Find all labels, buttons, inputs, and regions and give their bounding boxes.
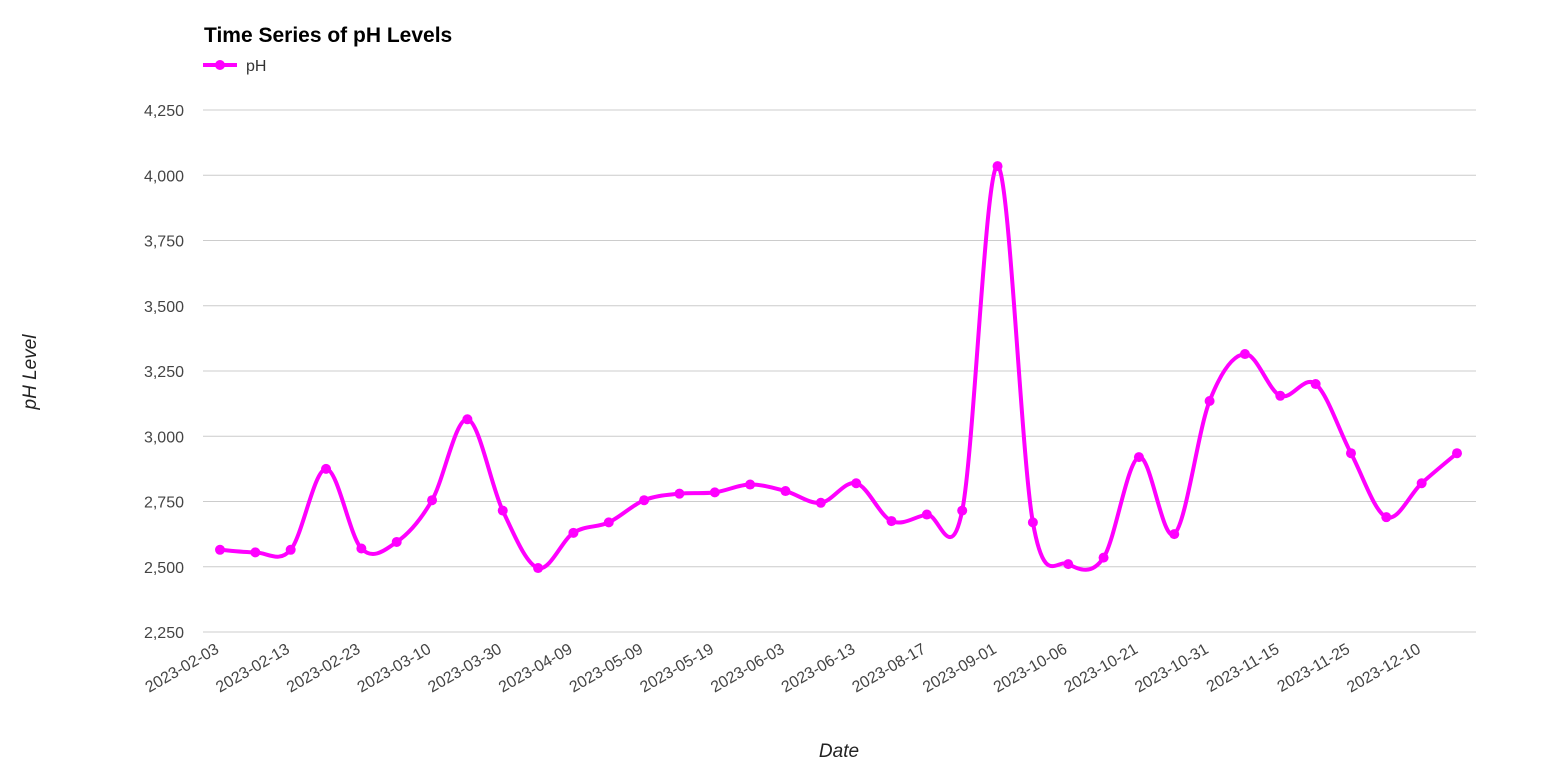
data-point[interactable]: [568, 527, 579, 538]
x-tick-label: 2023-02-03: [143, 641, 222, 697]
data-point[interactable]: [391, 536, 402, 547]
data-point[interactable]: [1345, 448, 1356, 459]
y-tick-label: 3,500: [144, 299, 184, 316]
data-point[interactable]: [745, 479, 756, 490]
gridlines: [203, 109, 1476, 633]
x-tick-label: 2023-06-13: [779, 641, 858, 697]
data-point[interactable]: [1275, 390, 1286, 401]
x-tick-label: 2023-09-01: [920, 641, 999, 697]
data-point[interactable]: [321, 463, 332, 474]
data-point[interactable]: [250, 547, 261, 558]
y-axis-title: pH Level: [20, 334, 41, 411]
y-tick-label: 2,250: [144, 625, 184, 642]
data-point[interactable]: [1452, 448, 1462, 459]
data-point[interactable]: [427, 495, 438, 506]
data-point[interactable]: [533, 563, 544, 574]
x-axis-ticks: 2023-02-032023-02-132023-02-232023-03-10…: [143, 641, 1424, 697]
chart-title: Time Series of pH Levels: [204, 24, 452, 47]
data-point[interactable]: [462, 414, 473, 425]
data-point[interactable]: [1310, 379, 1321, 390]
data-point[interactable]: [709, 487, 720, 498]
data-point[interactable]: [1169, 529, 1180, 540]
x-tick-label: 2023-12-10: [1344, 641, 1423, 697]
x-tick-label: 2023-03-30: [425, 641, 504, 697]
data-point[interactable]: [1239, 349, 1250, 360]
x-tick-label: 2023-02-23: [284, 641, 363, 697]
x-tick-label: 2023-11-25: [1275, 641, 1353, 696]
series-pH: [215, 161, 1462, 574]
data-point[interactable]: [356, 543, 367, 554]
legend[interactable]: pH: [203, 58, 266, 75]
data-point[interactable]: [639, 495, 650, 506]
legend-marker-icon: [215, 60, 225, 70]
y-tick-label: 4,000: [144, 168, 184, 185]
data-point[interactable]: [215, 544, 225, 555]
data-point[interactable]: [1063, 559, 1074, 570]
data-point[interactable]: [1416, 478, 1427, 489]
x-tick-label: 2023-08-17: [849, 641, 928, 697]
x-tick-label: 2023-06-03: [708, 641, 787, 697]
data-point[interactable]: [1381, 512, 1392, 523]
y-tick-label: 3,250: [144, 364, 184, 381]
x-tick-label: 2023-11-15: [1204, 641, 1282, 696]
x-tick-label: 2023-05-09: [567, 641, 646, 697]
x-tick-label: 2023-10-21: [1062, 641, 1141, 697]
x-tick-label: 2023-10-06: [991, 641, 1070, 697]
y-tick-label: 3,000: [144, 429, 184, 446]
x-tick-label: 2023-04-09: [496, 641, 575, 697]
data-point[interactable]: [603, 517, 614, 528]
legend-label: pH: [246, 58, 266, 75]
series-line: [219, 164, 1459, 572]
data-point[interactable]: [886, 516, 897, 527]
data-point[interactable]: [1133, 452, 1144, 463]
y-tick-label: 2,750: [144, 495, 184, 512]
data-point[interactable]: [957, 505, 968, 516]
data-point[interactable]: [1098, 552, 1109, 563]
y-tick-label: 2,500: [144, 560, 184, 577]
data-point[interactable]: [992, 161, 1003, 172]
x-tick-label: 2023-10-31: [1132, 641, 1211, 697]
x-axis-title: Date: [819, 741, 859, 762]
data-point[interactable]: [285, 544, 296, 555]
y-tick-label: 3,750: [144, 234, 184, 251]
data-point[interactable]: [921, 509, 932, 520]
data-point[interactable]: [851, 478, 862, 489]
y-tick-label: 4,250: [144, 103, 184, 120]
data-point[interactable]: [674, 488, 685, 499]
y-axis-ticks: 2,250 2,500 2,750 3,000 3,250 3,500 3,750 4,000…: [144, 103, 184, 642]
data-point[interactable]: [1027, 517, 1038, 528]
x-tick-label: 2023-02-13: [213, 641, 292, 697]
data-point[interactable]: [815, 497, 826, 508]
data-point[interactable]: [1204, 396, 1215, 407]
data-point[interactable]: [497, 505, 508, 516]
x-tick-label: 2023-03-10: [355, 641, 434, 697]
x-tick-label: 2023-05-19: [637, 641, 716, 697]
data-point[interactable]: [780, 486, 791, 497]
